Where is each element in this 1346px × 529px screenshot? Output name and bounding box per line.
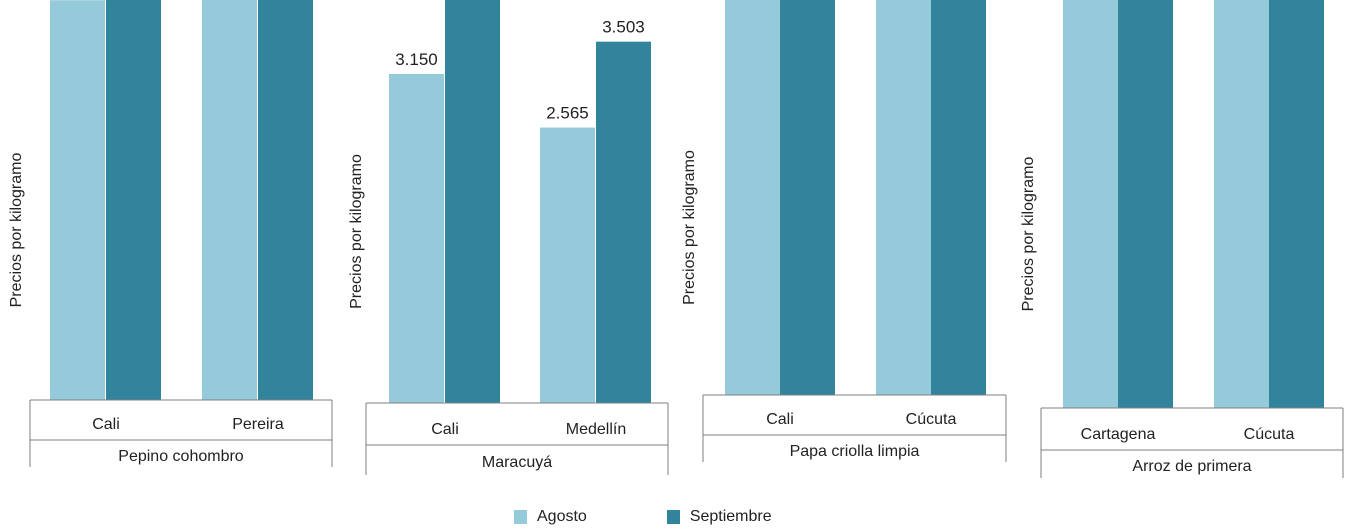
chart-panel-2: Precios por kilogramo3.1502.5654.1313.50… (348, 0, 669, 475)
group-label: Pepino cohombro (118, 448, 244, 465)
data-label: 2.565 (546, 104, 589, 123)
bar-septiembre-cali (780, 0, 835, 396)
group-label: Papa criolla limpia (790, 443, 920, 460)
y-axis-label: Precios por kilogramo (8, 153, 25, 308)
bar-agosto-cúcuta (876, 0, 931, 396)
x-tick-label: Medellín (566, 421, 626, 438)
chart-panel-4: Precios por kilogramo3.7443.7173.8983.87… (1020, 0, 1344, 478)
legend-label-agosto: Agosto (537, 508, 587, 525)
legend-swatch-septiembre (666, 510, 680, 524)
legend-swatch-agosto (514, 510, 527, 524)
x-tick-label: Cali (431, 421, 459, 438)
bar-agosto-medellín (540, 127, 595, 403)
bar-septiembre-cali (106, 0, 161, 400)
group-label: Maracuyá (482, 454, 552, 471)
x-tick-label: Cali (766, 411, 794, 428)
y-axis-label: Precios por kilogramo (1020, 157, 1037, 312)
group-label: Arroz de primera (1132, 458, 1251, 475)
bar-agosto-cali (725, 0, 780, 395)
data-label: 3.150 (395, 50, 438, 69)
chart-panel-3: Precios por kilogramo1.4891.9491.8222.32… (681, 0, 1007, 462)
legend-label-septiembre: Septiembre (689, 508, 772, 525)
bar-septiembre-cúcuta (931, 0, 986, 396)
bar-agosto-cali (389, 73, 444, 403)
x-tick-label: Cartagena (1081, 426, 1156, 443)
legend-item-septiembre: Septiembre (666, 508, 772, 526)
bar-septiembre-pereira (258, 0, 313, 400)
chart-canvas: Precios por kilogramo1.0291.2931.3911.67… (8, 0, 1344, 478)
x-tick-label: Cúcuta (906, 411, 957, 428)
legend-item-agosto: Agosto (514, 508, 587, 526)
bar-agosto-pereira (202, 0, 257, 400)
bar-agosto-cartagena (1063, 0, 1118, 408)
bar-septiembre-medellín (596, 41, 651, 404)
bar-septiembre-cali (445, 0, 500, 403)
y-axis-label: Precios por kilogramo (681, 150, 698, 305)
bar-agosto-cúcuta (1214, 0, 1269, 408)
chart-panel-1: Precios por kilogramo1.0291.2931.3911.67… (8, 0, 333, 467)
x-tick-label: Pereira (232, 416, 284, 433)
bar-agosto-cali (50, 0, 105, 401)
bar-septiembre-cartagena (1118, 0, 1173, 409)
bar-septiembre-cúcuta (1269, 0, 1324, 408)
x-tick-label: Cúcuta (1244, 426, 1295, 443)
legend: Agosto Septiembre (514, 508, 772, 526)
data-label: 3.503 (602, 18, 645, 37)
y-axis-label: Precios por kilogramo (348, 154, 365, 309)
x-tick-label: Cali (92, 416, 120, 433)
